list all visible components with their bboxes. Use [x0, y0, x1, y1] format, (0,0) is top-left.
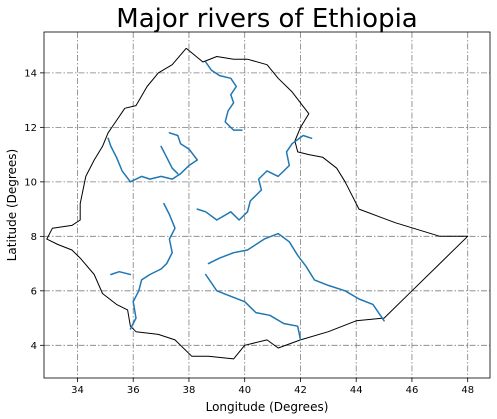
x-axis: 34 36 38 40 42 44 46 48 [71, 378, 474, 396]
y-tick-label: 8 [31, 232, 37, 243]
y-tick-label: 6 [31, 286, 37, 297]
x-tick-label: 46 [406, 385, 419, 396]
x-tick-label: 34 [71, 385, 84, 396]
y-tick-label: 10 [24, 177, 37, 188]
x-tick-label: 38 [183, 385, 196, 396]
y-tick-label: 12 [24, 123, 37, 134]
river-line-4 [129, 202, 176, 330]
river-line-2 [196, 134, 313, 221]
grid [44, 32, 490, 378]
x-tick-label: 48 [461, 385, 474, 396]
river-line-7 [160, 145, 179, 175]
country-border [46, 47, 469, 360]
y-tick-label: 4 [31, 341, 37, 352]
x-tick-label: 44 [350, 385, 363, 396]
chart-title: Major rivers of Ethiopia [116, 4, 417, 34]
river-line-6 [204, 273, 302, 341]
river-line-5 [207, 232, 385, 322]
x-tick-label: 36 [127, 385, 140, 396]
y-tick-label: 14 [24, 68, 37, 79]
map-layer [46, 47, 469, 360]
river-line-8 [110, 270, 132, 276]
x-axis-label: Longitude (Degrees) [206, 400, 329, 414]
x-tick-label: 42 [294, 385, 307, 396]
river-line-1 [204, 61, 243, 131]
river-line-3 [107, 132, 199, 183]
y-axis-label: Latitude (Degrees) [5, 149, 19, 262]
x-tick-label: 40 [238, 385, 251, 396]
y-axis: 4 6 8 10 12 14 [24, 68, 44, 352]
plot-frame [43, 31, 491, 379]
